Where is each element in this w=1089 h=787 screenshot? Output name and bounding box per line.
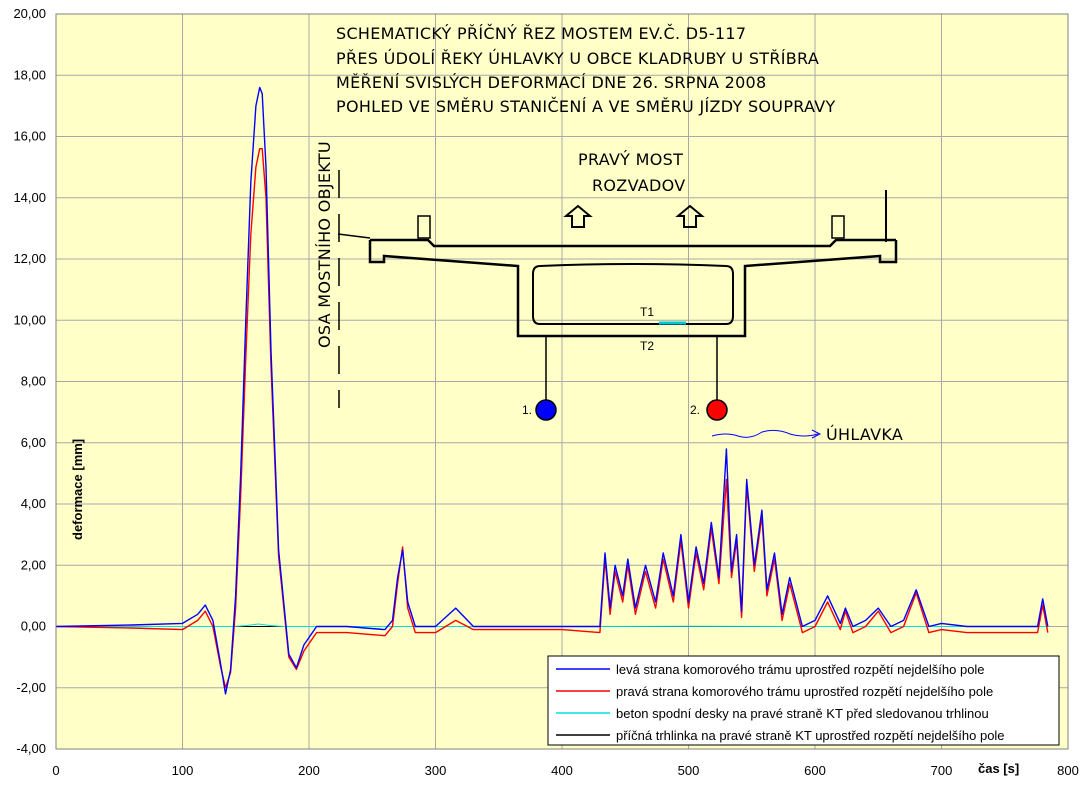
bridge-label-1: PRAVÝ MOST — [578, 150, 683, 169]
legend: levá strana komorového trámu uprostřed r… — [547, 655, 1060, 746]
y-tick-label: 0,00 — [21, 619, 46, 634]
bridge-axis-label: OSA MOSTNÍHO OBJEKTU — [315, 141, 334, 348]
y-tick-label: 4,00 — [21, 496, 46, 511]
x-tick-label: 600 — [804, 763, 826, 778]
x-tick-label: 400 — [551, 763, 573, 778]
title-line-3: MĚŘENÍ SVISLÝCH DEFORMACÍ DNE 26. SRPNA … — [336, 73, 767, 92]
x-tick-label: 700 — [931, 763, 953, 778]
river-line — [711, 429, 819, 438]
legend-label-4: příčná trhlinka na pravé straně KT upros… — [616, 728, 1005, 743]
y-tick-label: 6,00 — [21, 435, 46, 450]
y-tick-label: -4,00 — [16, 741, 46, 756]
series-line-3 — [56, 623, 1048, 627]
title-line-1: SCHEMATICKÝ PŘÍČNÝ ŘEZ MOSTEM EV.Č. D5-1… — [336, 24, 746, 43]
x-tick-labels: 0 100 200 300 400 500 600 700 800 — [52, 763, 1078, 778]
grid-lines — [56, 14, 1068, 749]
series-group — [55, 86, 1049, 695]
sensor-t2-label: T2 — [640, 339, 654, 353]
y-tick-label: 8,00 — [21, 374, 46, 389]
y-tick-label: 14,00 — [13, 190, 46, 205]
bridge-cross-section: PRAVÝ MOST ROZVADOV T1 T2 — [337, 150, 898, 400]
y-tick-label: 12,00 — [13, 251, 46, 266]
measurement-point-2-label: 2. — [690, 403, 700, 417]
y-tick-label: -2,00 — [16, 680, 46, 695]
x-tick-label: 500 — [678, 763, 700, 778]
legend-label-1: levá strana komorového trámu uprostřed r… — [616, 662, 985, 677]
measurement-point-2 — [706, 399, 728, 421]
river-arrow-icon — [811, 429, 822, 439]
x-axis-label: čas [s] — [978, 761, 1019, 776]
title-line-2: PŘES ÚDOLÍ ŘEKY ÚHLAVKY U OBCE KLADRUBY … — [336, 49, 819, 68]
x-tick-label: 300 — [425, 763, 447, 778]
deck-top — [370, 238, 896, 248]
box-girder-inner — [532, 263, 734, 325]
parapet-left — [417, 215, 431, 239]
legend-label-2: pravá strana komorového trámu uprostřed … — [616, 684, 993, 699]
y-tick-label: 16,00 — [13, 129, 46, 144]
y-tick-label: 18,00 — [13, 67, 46, 82]
river-label: ÚHLAVKA — [826, 425, 903, 444]
edge-detail — [337, 233, 371, 239]
y-tick-label: 20,00 — [13, 6, 46, 21]
y-tick-labels: -4,00 -2,00 0,00 2,00 4,00 6,00 8,00 10,00 12,00… — [13, 6, 46, 756]
x-tick-label: 200 — [298, 763, 320, 778]
title-block: SCHEMATICKÝ PŘÍČNÝ ŘEZ MOSTEM EV.Č. D5-1… — [336, 24, 836, 116]
parapet-right — [831, 215, 845, 239]
series-line-1 — [55, 86, 1049, 695]
bridge-label-2: ROZVADOV — [592, 176, 686, 195]
direction-arrow-1 — [563, 204, 593, 228]
title-line-4: POHLED VE SMĚRU STANIČENÍ A VE SMĚRU JÍZ… — [336, 97, 836, 116]
measurement-point-1-label: 1. — [522, 403, 532, 417]
measurement-point-1 — [535, 399, 557, 421]
box-girder-outer — [368, 240, 898, 338]
legend-label-3: beton spodní desky na pravé straně KT př… — [616, 706, 989, 721]
y-tick-label: 10,00 — [13, 312, 46, 327]
plot-border — [55, 13, 1069, 750]
x-tick-label: 100 — [172, 763, 194, 778]
series-line-2 — [55, 147, 1049, 689]
y-tick-label: 2,00 — [21, 557, 46, 572]
measurement-points: 1. 2. — [522, 399, 728, 421]
x-tick-label: 800 — [1057, 763, 1079, 778]
sensor-t1-label: T1 — [640, 305, 654, 319]
direction-arrow-2 — [675, 204, 705, 228]
x-tick-label: 0 — [52, 763, 59, 778]
y-axis-label: deformace [mm] — [70, 439, 85, 540]
legend-box — [547, 655, 1060, 746]
